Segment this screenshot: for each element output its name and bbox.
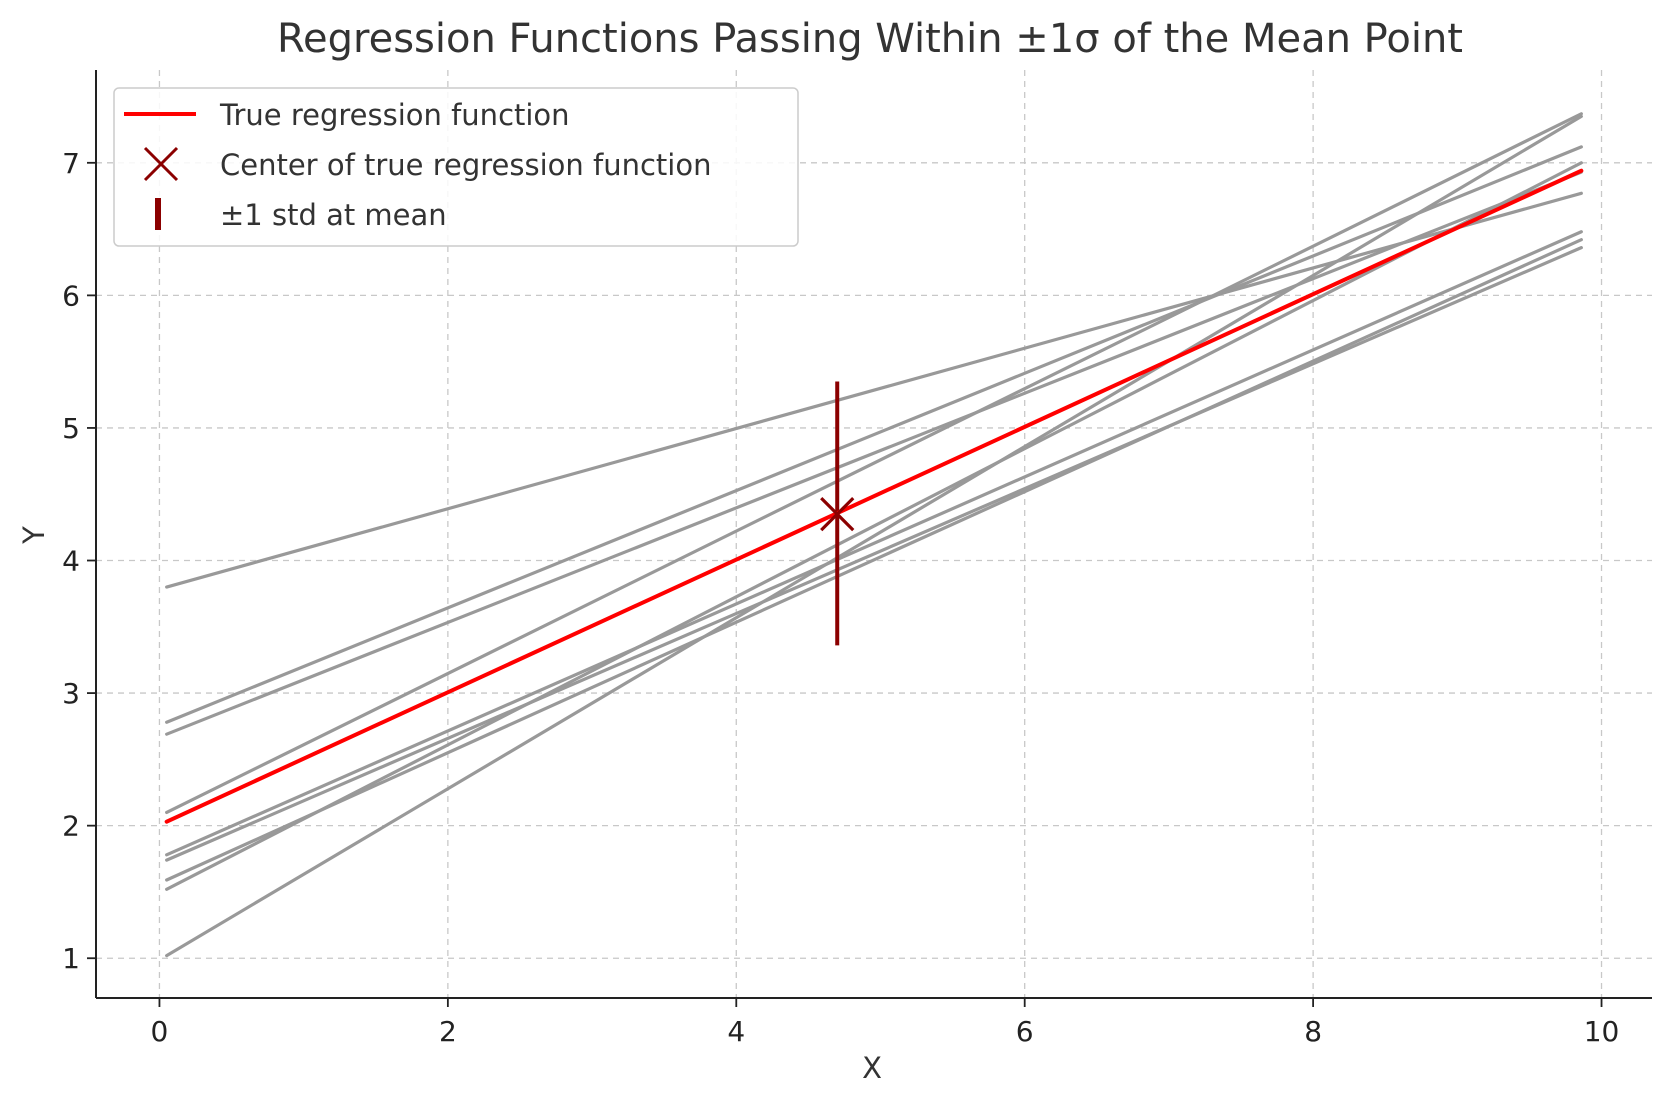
y-tick-label: 6 bbox=[62, 279, 80, 312]
sampled-regression-line bbox=[165, 145, 1583, 724]
sampled-regression-line bbox=[165, 191, 1583, 589]
sampled-regression-line bbox=[165, 161, 1583, 891]
y-tick-label: 5 bbox=[62, 412, 80, 445]
x-tick-label: 0 bbox=[151, 1015, 169, 1048]
legend-center-marker-icon bbox=[143, 146, 179, 182]
x-tick-label: 8 bbox=[1304, 1015, 1322, 1048]
sampled-regression-line bbox=[165, 170, 1583, 736]
legend: True regression function Center of true … bbox=[113, 87, 799, 247]
y-tick-label: 1 bbox=[62, 942, 80, 975]
center-marker bbox=[820, 496, 855, 532]
sampled-regression-line bbox=[165, 238, 1583, 882]
legend-center-label: Center of true regression function bbox=[220, 148, 711, 182]
true-regression-layer bbox=[164, 168, 1584, 824]
y-tick-label: 3 bbox=[62, 677, 80, 710]
sampled-regression-line bbox=[165, 112, 1583, 815]
sampled-regression-lines bbox=[165, 112, 1583, 958]
legend-std-label: ±1 std at mean bbox=[220, 198, 447, 232]
true-regression-line bbox=[164, 168, 1584, 824]
legend-true-regression-label: True regression function bbox=[219, 98, 570, 132]
y-tick-label: 7 bbox=[62, 147, 80, 180]
sampled-regression-line bbox=[165, 230, 1583, 857]
sampled-regression-line bbox=[165, 246, 1583, 862]
chart-title: Regression Functions Passing Within ±1σ … bbox=[277, 16, 1463, 62]
x-tick-label: 10 bbox=[1584, 1015, 1620, 1048]
sampled-regression-line bbox=[165, 114, 1583, 958]
x-axis-label: X bbox=[862, 1051, 882, 1085]
y-axis-label: Y bbox=[17, 526, 51, 545]
x-tick-label: 6 bbox=[1016, 1015, 1034, 1048]
x-tick-label: 4 bbox=[727, 1015, 745, 1048]
y-tick-label: 4 bbox=[62, 545, 80, 578]
legend-box bbox=[113, 87, 799, 247]
x-tick-label: 2 bbox=[439, 1015, 457, 1048]
y-tick-label: 2 bbox=[62, 810, 80, 843]
